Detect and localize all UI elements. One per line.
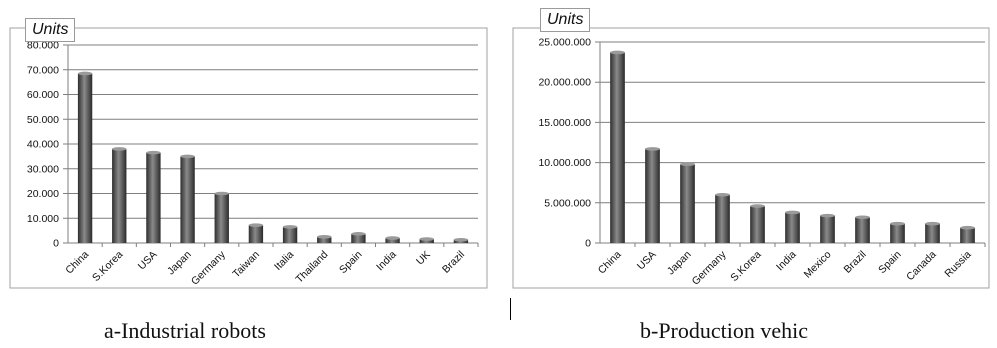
x-tick-label: Japan [665,249,694,278]
bar-cap [820,213,835,218]
bar-cap [214,191,229,196]
x-tick-label: UK [414,249,433,268]
y-tick-label: 40.000 [27,139,59,151]
y-tick-label: 15.000.000 [538,117,591,129]
bar-usa [645,148,660,243]
bar-spain [351,233,366,243]
y-tick-label: 0 [53,238,59,250]
y-tick-label: 10.000.000 [538,157,591,169]
bar-cap [785,210,800,215]
bar-cap [855,215,870,220]
bar-thailand [317,236,332,243]
y-tick-label: 70.000 [27,64,59,76]
bar-mexico [820,215,835,243]
bar-cap [610,50,625,55]
bar-cap [112,147,127,151]
chart-industrial-robots: 0 10.000 20.000 30.000 40.000 50.000 60.000 70.… [9,27,488,289]
y-tick-label: 50.000 [27,114,59,126]
bar-germany [214,193,229,243]
chart-production-vehicles: 0 5.000.000 10.000.000 15.000.000 20.000.000… [512,27,990,289]
bar-cap [645,147,660,151]
x-tick-label: S.Korea [90,249,125,284]
x-tick-label: India [774,249,799,274]
chart-frame [9,27,488,289]
text-cursor [510,298,511,320]
bar-cap [77,71,93,76]
bar-taiwan [248,225,264,243]
x-tick-label: India [374,249,399,274]
bar-cap [282,225,298,229]
bar-china [77,73,93,244]
bar-uk [419,239,434,243]
y-tick-label: 60.000 [27,89,59,101]
bar-cap [351,232,366,236]
bar-cap [385,236,400,240]
y-tick-label: 10.000 [27,213,59,225]
x-tick-label: Russia [942,249,973,280]
bar-cap [453,237,469,242]
x-tick-label: Germany [189,248,229,288]
bar-cap [715,192,730,197]
bar-cap [960,225,975,230]
x-tick-label: S.Korea [728,249,763,284]
x-tick-label: Canada [904,249,939,284]
bar-usa [146,152,161,243]
chart-panel-production-vehicles: 0 5.000.000 10.000.000 15.000.000 20.000.000… [505,0,997,348]
bar-india [385,238,400,243]
bar-japan [680,164,695,243]
x-tick-label: Brazil [842,249,869,276]
bar-canada [925,223,940,243]
bar-brazil [855,217,870,243]
x-tick-label: USA [635,249,659,273]
y-tick-label: 20.000 [27,188,59,200]
bar-china [610,52,625,244]
x-tick-label: Mexico [802,249,834,281]
x-tick-label: Italia [272,249,296,273]
bar-cap [680,162,695,167]
y-tick-label: 25.000.000 [538,37,591,49]
bar-cap [890,221,905,226]
bar-cap [248,223,264,227]
y-tick-label: 5.000.000 [544,197,591,209]
chart-panel-industrial-robots: 0 10.000 20.000 30.000 40.000 50.000 60.000 70.… [9,18,488,343]
x-tick-label: Taiwan [230,249,262,281]
x-tick-label: Spain [337,249,365,277]
x-tick-label: Japan [165,249,194,278]
x-tick-label: Thailand [293,249,330,286]
x-tick-label: Brazil [440,249,467,276]
bar-cap [180,154,195,159]
y-tick-label: 30.000 [27,163,59,175]
bar-skorea [750,206,765,243]
bar-india [785,212,800,243]
bar-cap [317,235,332,239]
chart-caption: b-Production vehic [640,318,809,343]
y-tick-label: 0 [585,238,591,250]
chart-frame [512,27,990,289]
bar-japan [180,156,195,243]
y-unit-label: Units [25,18,76,42]
chart-caption: a-Industrial robots [104,318,266,343]
x-tick-label: China [596,249,624,277]
bar-cap [419,237,434,241]
y-tick-label: 80.000 [27,40,59,52]
bar-cap [750,204,765,208]
bar-italia [282,226,298,243]
bar-cap [146,150,161,155]
bar-russia [960,227,975,243]
bar-germany [715,194,730,243]
y-tick-label: 20.000.000 [538,77,591,89]
x-tick-label: China [63,249,91,277]
y-unit-label: Units [540,8,591,32]
bar-cap [925,221,940,226]
x-tick-label: Spain [876,249,904,277]
bar-skorea [112,148,127,243]
x-tick-label: USA [136,249,160,273]
x-tick-label: Germany [690,248,730,288]
bar-spain [890,223,905,243]
